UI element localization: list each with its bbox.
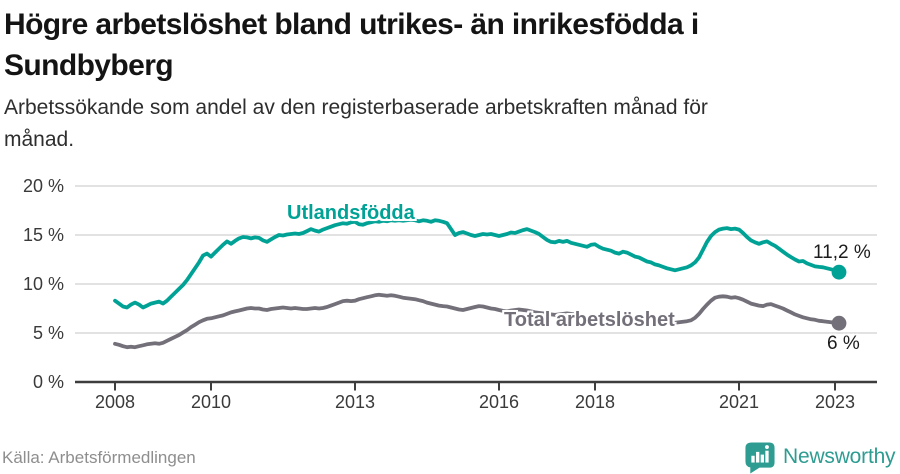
newsworthy-bubble-chart-icon bbox=[745, 441, 775, 473]
y-axis-tick-label: 10 % bbox=[22, 274, 64, 294]
x-axis-tick-label: 2023 bbox=[814, 392, 856, 412]
series-label-total-arbetsloshet: Total arbetslöshet bbox=[504, 309, 675, 331]
y-axis-tick-label: 5 % bbox=[32, 323, 64, 343]
newsworthy-wordmark: Newsworthy bbox=[783, 445, 896, 468]
end-value-label-total: 6 % bbox=[827, 333, 860, 354]
source-note: Källa: Arbetsförmedlingen bbox=[2, 448, 196, 467]
chart-title: Högre arbetslöshet bland utrikes- än inr… bbox=[4, 8, 699, 82]
y-axis-tick-label: 0 % bbox=[32, 372, 64, 392]
x-axis-tick-label: 2018 bbox=[574, 392, 616, 412]
x-axis-tick-label: 2016 bbox=[478, 392, 520, 412]
x-axis-tick-label: 2021 bbox=[718, 392, 760, 412]
x-axis-tick-label: 2013 bbox=[334, 392, 376, 412]
x-axis-tick-label: 2010 bbox=[190, 392, 232, 412]
y-axis-tick-label: 15 % bbox=[22, 225, 64, 245]
x-axis-tick-label: 2008 bbox=[94, 392, 136, 412]
y-axis-tick-label: 20 % bbox=[22, 176, 64, 196]
end-value-label-utlandsfodda: 11,2 % bbox=[813, 242, 871, 263]
series-label-utlandsfodda: Utlandsfödda bbox=[287, 202, 415, 224]
chart-subtitle: Arbetssökande som andel av den registerb… bbox=[4, 96, 708, 151]
newsworthy-logo: Newsworthy bbox=[744, 441, 896, 473]
